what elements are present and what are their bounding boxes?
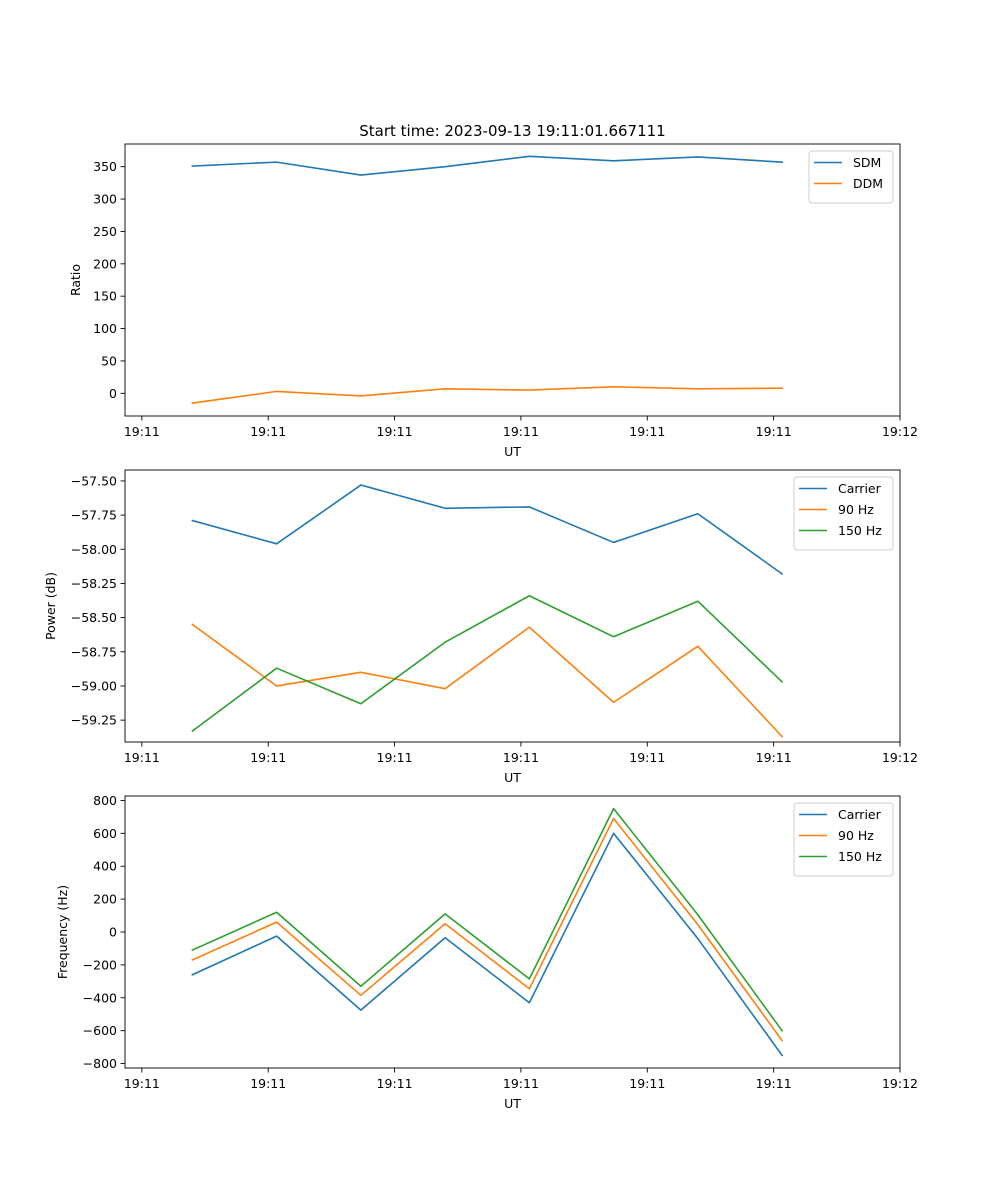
y-tick-label: 300 <box>93 192 117 207</box>
axes-frame <box>124 795 901 1069</box>
x-tick-label: 19:11 <box>503 1076 539 1091</box>
y-tick-label: −59.25 <box>71 713 117 728</box>
legend: Carrier 90 Hz 150 Hz <box>793 802 894 877</box>
legend: SDM DDM <box>808 150 894 204</box>
x-tick-label: 19:11 <box>377 750 413 765</box>
series-line-carrier <box>191 484 784 575</box>
x-axis-label: UT <box>504 770 521 785</box>
x-tick-label: 19:12 <box>882 750 918 765</box>
x-tick-label: 19:11 <box>756 750 792 765</box>
x-tick-label: 19:11 <box>756 1076 792 1091</box>
x-tick-label: 19:11 <box>250 750 286 765</box>
y-tick-label: 200 <box>93 256 117 271</box>
x-tick-label: 19:11 <box>503 424 539 439</box>
x-tick-label: 19:11 <box>377 1076 413 1091</box>
y-tick-label: 0 <box>109 925 117 940</box>
x-axis-label: UT <box>504 1096 521 1111</box>
y-tick-label: −57.75 <box>71 508 117 523</box>
y-tick-label: −58.00 <box>71 542 117 557</box>
legend: Carrier 90 Hz 150 Hz <box>793 476 894 551</box>
x-tick-label: 19:11 <box>756 424 792 439</box>
x-tick-label: 19:12 <box>882 1076 918 1091</box>
legend-label: 150 Hz <box>838 523 882 538</box>
chart-frequency: 19:11 19:11 19:11 19:11 19:11 19:11 19:12 −800 −… <box>55 793 918 1111</box>
legend-label: Carrier <box>838 481 882 496</box>
x-tick-label: 19:11 <box>629 424 665 439</box>
y-tick-label: 250 <box>93 224 117 239</box>
x-tick-label: 19:11 <box>503 750 539 765</box>
x-tick-label: 19:12 <box>882 424 918 439</box>
x-tick-label: 19:11 <box>124 424 160 439</box>
legend-label: DDM <box>853 176 883 191</box>
y-tick-label: 600 <box>93 826 117 841</box>
x-axis-label: UT <box>504 444 521 459</box>
y-tick-label: −58.25 <box>71 576 117 591</box>
y-tick-label: 50 <box>101 353 117 368</box>
x-tick-label: 19:11 <box>629 1076 665 1091</box>
y-tick-label: −59.00 <box>71 678 117 693</box>
chart-power: 19:11 19:11 19:11 19:11 19:11 19:11 19:12 −59.2… <box>43 469 918 785</box>
y-tick-label: −200 <box>83 957 117 972</box>
legend-label: Carrier <box>838 807 882 822</box>
chart-ratio: 19:11 19:11 19:11 19:11 19:11 19:11 19:12 0 50 10… <box>68 143 918 459</box>
axes-frame <box>124 469 901 743</box>
legend-box <box>793 802 894 877</box>
legend-label: 90 Hz <box>838 828 874 843</box>
y-tick-label: 200 <box>93 892 117 907</box>
y-axis-label: Power (dB) <box>43 572 58 640</box>
figure-title: Start time: 2023-09-13 19:11:01.667111 <box>359 122 665 140</box>
y-tick-label: −400 <box>83 990 117 1005</box>
y-tick-label: 350 <box>93 159 117 174</box>
x-tick-label: 19:11 <box>124 1076 160 1091</box>
y-axis-label: Ratio <box>68 264 83 296</box>
y-tick-label: 400 <box>93 859 117 874</box>
x-tick-label: 19:11 <box>377 424 413 439</box>
x-tick-label: 19:11 <box>124 750 160 765</box>
legend-box <box>793 476 894 551</box>
series-line-150-hz <box>191 594 784 733</box>
legend-label: SDM <box>853 155 881 170</box>
axes-frame <box>124 143 901 417</box>
y-tick-label: −58.50 <box>71 610 117 625</box>
legend-label: 90 Hz <box>838 502 874 517</box>
charts-container: 19:11 19:11 19:11 19:11 19:11 19:11 19:12 0 50 10… <box>43 143 918 1111</box>
y-tick-label: 150 <box>93 289 117 304</box>
y-tick-label: 100 <box>93 321 117 336</box>
series-line-sdm <box>191 155 783 176</box>
y-tick-label: 800 <box>93 793 117 808</box>
series-line-90-hz <box>191 623 784 738</box>
series-line-150-hz <box>191 807 784 1032</box>
legend-box <box>808 150 894 204</box>
y-tick-label: −800 <box>83 1056 117 1071</box>
y-axis-label: Frequency (Hz) <box>55 885 70 979</box>
x-tick-label: 19:11 <box>250 1076 286 1091</box>
y-tick-label: −57.50 <box>71 473 117 488</box>
y-tick-label: −58.75 <box>71 644 117 659</box>
legend-label: 150 Hz <box>838 849 882 864</box>
series-line-90-hz <box>191 817 784 1042</box>
y-tick-label: 0 <box>109 386 117 401</box>
y-tick-label: −600 <box>83 1023 117 1038</box>
series-line-carrier <box>191 832 784 1057</box>
x-tick-label: 19:11 <box>629 750 665 765</box>
x-tick-label: 19:11 <box>250 424 286 439</box>
series-line-ddm <box>191 386 783 404</box>
